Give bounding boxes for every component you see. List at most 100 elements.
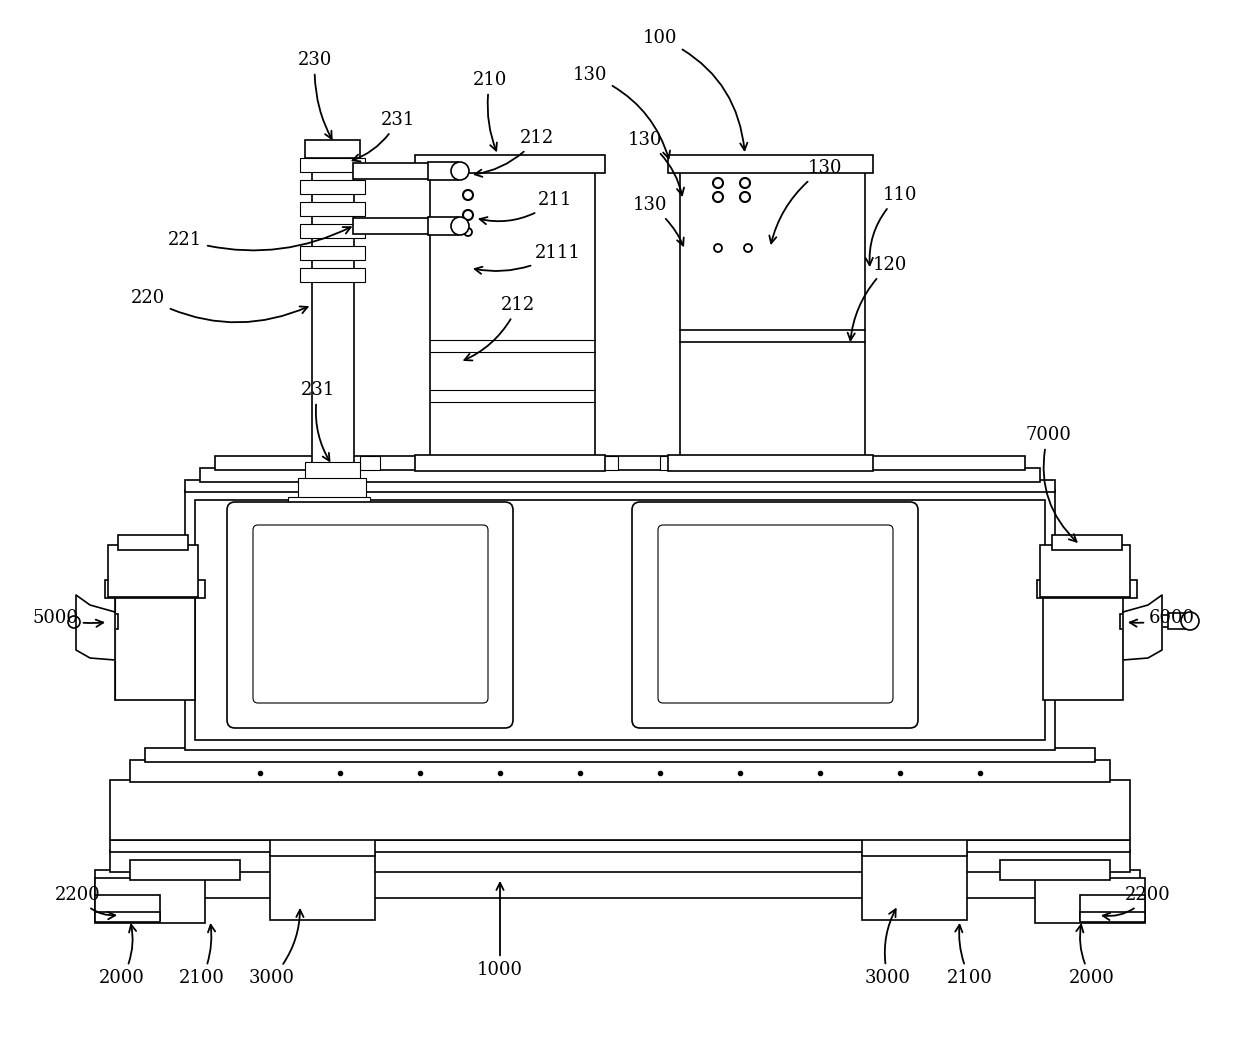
Text: 3000: 3000 (866, 909, 911, 986)
Bar (145, 748, 1095, 762)
Text: 231: 231 (301, 381, 335, 461)
Text: 120: 120 (848, 256, 908, 341)
Text: 2100: 2100 (179, 925, 224, 986)
FancyBboxPatch shape (632, 502, 918, 728)
Bar (298, 478, 366, 498)
Circle shape (451, 162, 469, 180)
Bar (1120, 614, 1148, 629)
Bar (1037, 580, 1137, 598)
Text: 211: 211 (480, 191, 572, 225)
Text: 1000: 1000 (477, 883, 523, 979)
Circle shape (740, 192, 750, 202)
Text: 220: 220 (131, 289, 308, 322)
Bar (415, 155, 605, 173)
Text: 130: 130 (573, 66, 670, 159)
Bar (300, 246, 365, 260)
Circle shape (464, 228, 472, 236)
Bar (300, 202, 365, 216)
Bar (200, 468, 1040, 482)
Bar (862, 855, 967, 920)
FancyBboxPatch shape (658, 525, 893, 703)
Circle shape (714, 243, 722, 252)
Bar (360, 456, 379, 470)
Bar (862, 838, 967, 856)
Bar (999, 860, 1110, 880)
Bar (110, 840, 1130, 852)
Bar (1052, 535, 1122, 550)
Bar (1168, 613, 1185, 629)
Text: 2111: 2111 (475, 243, 580, 274)
Bar (353, 163, 433, 179)
Bar (185, 480, 1055, 492)
Polygon shape (1123, 595, 1162, 660)
Bar (185, 490, 1055, 750)
Bar (250, 578, 384, 608)
Text: 130: 130 (627, 131, 684, 195)
Circle shape (463, 210, 472, 220)
Text: 212: 212 (465, 296, 536, 361)
Bar (300, 180, 365, 194)
Bar (130, 760, 1110, 782)
Bar (288, 497, 370, 519)
Bar (415, 455, 605, 471)
Bar (300, 158, 365, 172)
Bar (680, 165, 866, 460)
Bar (195, 500, 1045, 740)
Text: 212: 212 (475, 129, 554, 177)
Bar (110, 780, 1130, 840)
Bar (95, 895, 160, 920)
Bar (130, 860, 241, 880)
Text: 130: 130 (769, 159, 842, 243)
FancyBboxPatch shape (253, 525, 489, 703)
Circle shape (463, 190, 472, 200)
Text: 2100: 2100 (947, 925, 993, 986)
Bar (105, 580, 205, 598)
Bar (115, 590, 195, 700)
Bar (260, 558, 384, 580)
Bar (270, 538, 384, 560)
Bar (660, 456, 680, 470)
Bar (1148, 616, 1171, 627)
Polygon shape (76, 595, 115, 660)
Bar (300, 224, 365, 238)
Bar (108, 545, 198, 597)
Text: 130: 130 (632, 196, 683, 246)
Bar (95, 878, 205, 923)
Bar (428, 217, 458, 235)
FancyBboxPatch shape (227, 502, 513, 728)
Text: 100: 100 (642, 29, 748, 150)
Bar (305, 462, 360, 480)
Bar (95, 912, 160, 922)
Bar (91, 614, 118, 629)
Bar (1043, 590, 1123, 700)
Bar (312, 145, 353, 465)
Bar (1040, 545, 1130, 597)
Text: 230: 230 (298, 51, 332, 139)
Text: 3000: 3000 (249, 910, 304, 986)
Text: 7000: 7000 (1025, 426, 1076, 541)
Bar (305, 140, 360, 158)
Text: 221: 221 (167, 227, 351, 251)
Text: 2200: 2200 (55, 886, 115, 920)
Bar (280, 518, 376, 540)
Bar (430, 165, 595, 460)
Bar (353, 218, 433, 234)
Circle shape (68, 616, 81, 628)
Text: 210: 210 (472, 71, 507, 150)
Circle shape (713, 192, 723, 202)
Bar (668, 155, 873, 173)
Bar (110, 850, 1130, 872)
Circle shape (713, 178, 723, 188)
Bar (598, 456, 618, 470)
Bar (1035, 878, 1145, 923)
Text: 2000: 2000 (1069, 925, 1115, 986)
Text: 110: 110 (866, 186, 918, 265)
Bar (668, 455, 873, 471)
Circle shape (451, 217, 469, 235)
Bar (300, 268, 365, 282)
Bar (215, 456, 1025, 470)
Bar (270, 838, 374, 856)
Bar (428, 162, 458, 180)
Text: 2000: 2000 (99, 925, 145, 986)
Bar (118, 535, 188, 550)
